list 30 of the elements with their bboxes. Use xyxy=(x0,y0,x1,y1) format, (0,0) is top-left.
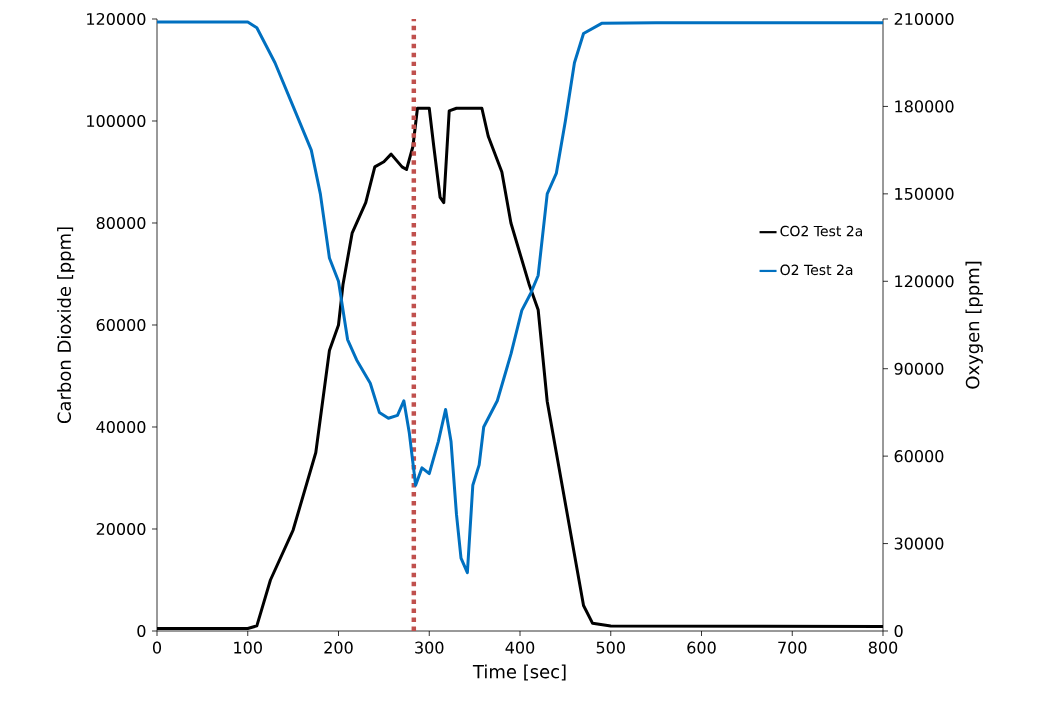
y-tick-label: 40000 xyxy=(96,420,146,434)
x-tick-label: 0 xyxy=(152,641,162,654)
legend-label: CO2 Test 2a xyxy=(780,225,862,237)
x-axis-title: Time [sec] xyxy=(472,664,566,681)
y2-tick-label: 210000 xyxy=(894,12,954,26)
x-tick-label: 200 xyxy=(324,641,353,654)
x-tick-label: 700 xyxy=(778,641,807,654)
x-tick-label: 500 xyxy=(596,641,625,654)
y-tick-label: 80000 xyxy=(96,216,146,230)
x-tick-label: 100 xyxy=(234,641,262,654)
y-tick-label: 20000 xyxy=(96,522,146,536)
x-tick-label: 800 xyxy=(868,641,898,654)
y2-axis-title: Oxygen [ppm] xyxy=(965,261,983,389)
y-tick-label: 100000 xyxy=(87,114,146,128)
y2-tick-label: 90000 xyxy=(894,362,944,375)
x-tick-label: 400 xyxy=(505,641,535,654)
x-tick-label: 600 xyxy=(687,641,716,654)
line-series xyxy=(157,20,883,575)
legend-label: O2 Test 2a xyxy=(780,264,853,276)
y2-tick-label: 180000 xyxy=(895,100,954,113)
y-tick-label: 120000 xyxy=(87,12,146,26)
y2-tick-label: 30000 xyxy=(894,537,944,550)
y2-tick-label: 60000 xyxy=(894,450,944,463)
y2-tick-label: 150000 xyxy=(895,187,954,200)
y-axis-title: Carbon Dioxide [ppm] xyxy=(57,227,75,424)
y-tick-label: 60000 xyxy=(96,318,146,332)
y2-tick-label: 0 xyxy=(894,624,903,638)
y2-tick-label: 120000 xyxy=(895,275,954,288)
y-tick-label: 0 xyxy=(137,624,146,638)
x-tick-label: 300 xyxy=(415,641,444,654)
